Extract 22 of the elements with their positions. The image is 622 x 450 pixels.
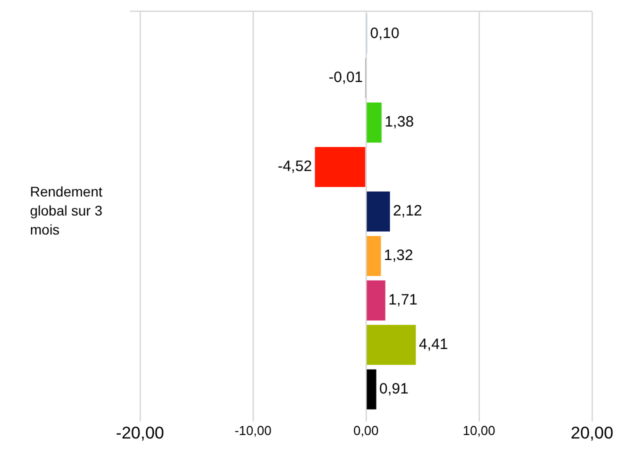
bar bbox=[366, 191, 390, 232]
data-label: 0,10 bbox=[370, 24, 400, 42]
bar bbox=[366, 102, 382, 143]
data-label: 1,38 bbox=[384, 114, 414, 131]
x-tick-label: -10,00 bbox=[234, 422, 272, 438]
data-label: -0,01 bbox=[328, 69, 363, 86]
bar bbox=[366, 324, 416, 365]
data-label: 4,41 bbox=[418, 336, 448, 354]
data-label: 2,12 bbox=[392, 202, 422, 220]
bar bbox=[366, 369, 376, 410]
x-tick-label: 0,00 bbox=[353, 422, 379, 438]
bar bbox=[366, 236, 381, 276]
x-tick-label: -20,00 bbox=[116, 423, 164, 442]
bar bbox=[314, 147, 366, 188]
y-axis-title: Rendement global sur 3 mois bbox=[30, 183, 103, 238]
data-label: 1,32 bbox=[384, 247, 414, 264]
x-tick-label: 10,00 bbox=[462, 422, 496, 438]
data-label: 0,91 bbox=[379, 380, 408, 398]
data-label: -4,52 bbox=[278, 158, 312, 176]
x-tick-label: 20,00 bbox=[570, 423, 614, 442]
bar bbox=[366, 280, 386, 320]
data-label: 1,71 bbox=[388, 292, 418, 309]
